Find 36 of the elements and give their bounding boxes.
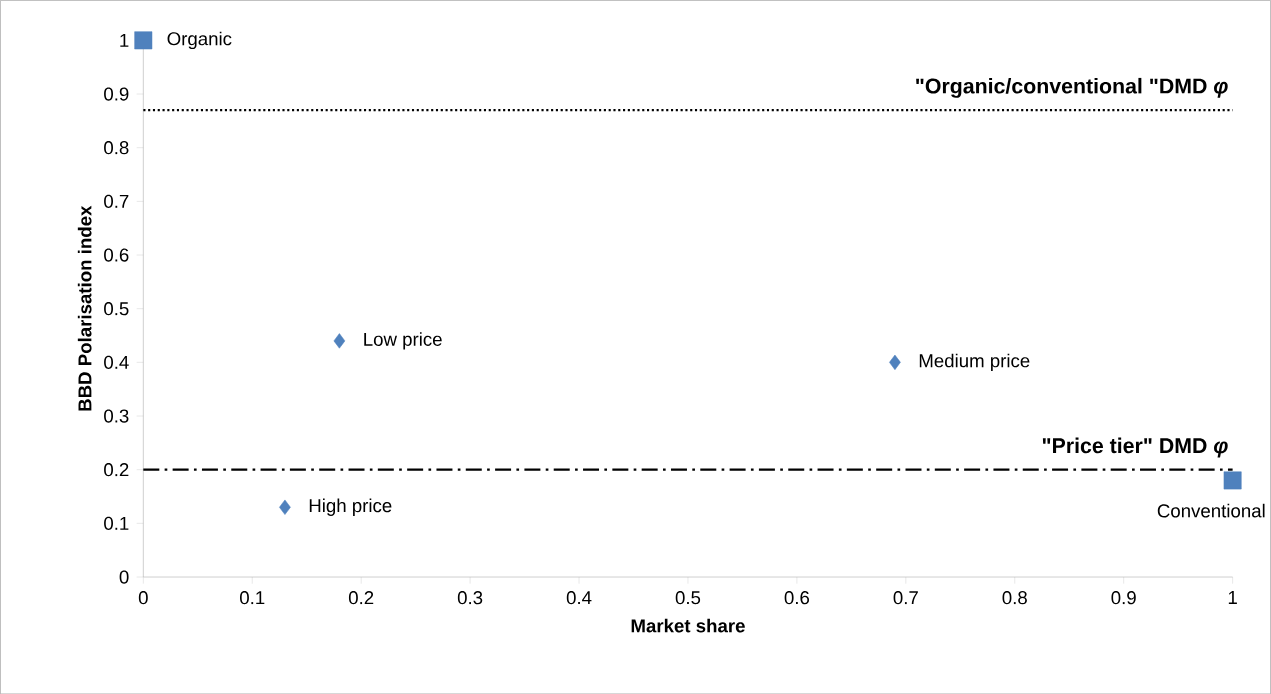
ref-line-label: "Price tier" DMD φ [1042,437,1228,458]
y-tick-label: 0.5 [104,301,129,316]
point [1223,471,1242,490]
x-tick-label: 0.6 [784,590,810,605]
y-tick-label: 0 [119,570,129,584]
y-tick-label: 0.1 [104,516,129,530]
annotation: Organic [167,31,232,49]
x-tick-label: 0.9 [1111,590,1136,605]
y-tick-label: 0.9 [104,87,129,101]
annotation: Low price [364,332,442,350]
ref-line-label: "Organic/conventional "DMD φ [916,77,1228,98]
x-tick-label: 0.4 [566,590,592,605]
x-tick-label: 0.5 [675,590,701,605]
y-axis-title: BBD Polarisation index [77,205,92,411]
x-axis-title: Market share [631,618,745,633]
y-tick-label: 0.7 [104,194,129,208]
y-tick-label: 1 [120,33,129,47]
y-tick-label: 0.6 [104,248,129,262]
x-tick-label: 0.8 [1002,590,1027,605]
x-tick-label: 0.1 [240,590,265,605]
annotation: Conventional [1157,503,1265,518]
y-tick-label: 0.4 [104,355,129,369]
x-tick-label: 0.7 [893,590,918,605]
y-tick-label: 0.2 [104,462,129,477]
x-tick-label: 0.2 [348,590,374,605]
y-tick-label: 0.3 [104,409,129,423]
point [134,31,153,50]
point [333,333,346,349]
x-tick-label: 0.3 [457,590,483,605]
point [279,499,291,515]
y-tick-label: 0.8 [104,140,129,155]
point [889,354,901,370]
annotation: Medium price [919,353,1030,371]
annotation: High price [309,498,392,516]
x-tick-label: 1 [1228,590,1237,604]
x-tick-label: 0 [138,590,148,605]
